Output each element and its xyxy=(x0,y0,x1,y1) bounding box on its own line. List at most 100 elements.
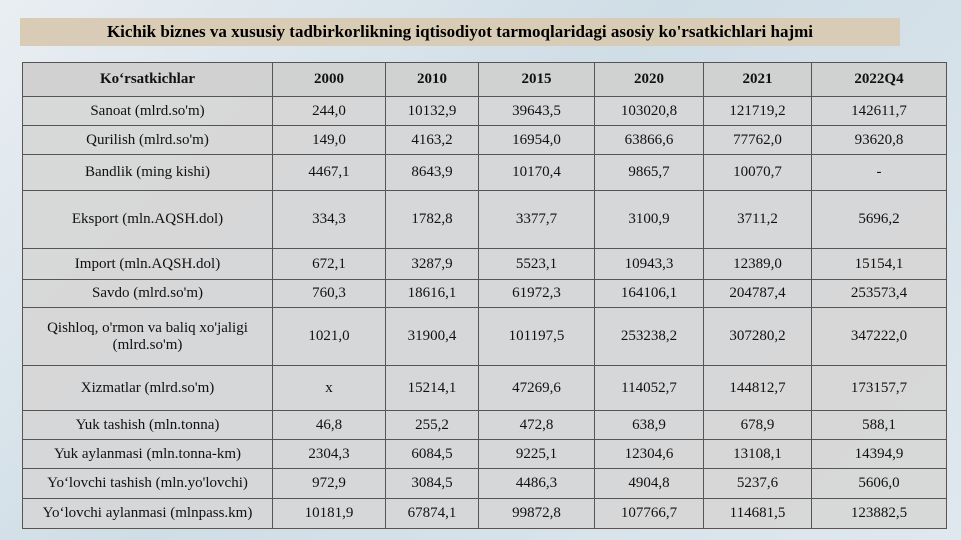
cell: 334,3 xyxy=(272,190,386,249)
row-label: Eksport (mln.AQSH.dol) xyxy=(22,190,273,249)
table-row: Qurilish (mlrd.so'm) 149,0 4163,2 16954,0 63… xyxy=(22,125,947,155)
cell: 9225,1 xyxy=(478,439,595,469)
column-header: 2015 xyxy=(478,62,595,97)
row-label: Yuk tashish (mln.tonna) xyxy=(22,410,273,440)
cell: 204787,4 xyxy=(703,279,812,308)
column-header: 2020 xyxy=(594,62,704,97)
cell: 101197,5 xyxy=(478,307,595,366)
cell: 472,8 xyxy=(478,410,595,440)
cell: 253238,2 xyxy=(594,307,704,366)
cell: 5696,2 xyxy=(811,190,947,249)
cell: 3377,7 xyxy=(478,190,595,249)
cell: 13108,1 xyxy=(703,439,812,469)
cell: 31900,4 xyxy=(385,307,479,366)
cell: 8643,9 xyxy=(385,154,479,191)
row-label: Yo‘lovchi tashish (mln.yo'lovchi) xyxy=(22,468,273,499)
column-header: Ko‘rsatkichlar xyxy=(22,62,273,97)
table-row: Yo‘lovchi aylanmasi (mlnpass.km) 10181,9 6… xyxy=(22,498,947,529)
cell: 63866,6 xyxy=(594,125,704,155)
cell: 253573,4 xyxy=(811,279,947,308)
cell: 67874,1 xyxy=(385,498,479,529)
cell: 173157,7 xyxy=(811,365,947,411)
cell: 107766,7 xyxy=(594,498,704,529)
cell: 672,1 xyxy=(272,248,386,280)
cell: 3711,2 xyxy=(703,190,812,249)
cell: 15154,1 xyxy=(811,248,947,280)
table: Ko‘rsatkichlar 2000 2010 2015 2020 2021 2022Q4… xyxy=(22,62,947,529)
cell: 15214,1 xyxy=(385,365,479,411)
cell: 3100,9 xyxy=(594,190,704,249)
cell: 144812,7 xyxy=(703,365,812,411)
row-label: Sanoat (mlrd.so'm) xyxy=(22,96,273,126)
cell: 4467,1 xyxy=(272,154,386,191)
column-header: 2000 xyxy=(272,62,386,97)
row-label: Xizmatlar (mlrd.so'm) xyxy=(22,365,273,411)
cell: 678,9 xyxy=(703,410,812,440)
cell: 93620,8 xyxy=(811,125,947,155)
table-row: Qishloq, o'rmon va baliq xo'jaligi (mlrd… xyxy=(22,307,947,366)
cell: 99872,8 xyxy=(478,498,595,529)
cell: 3287,9 xyxy=(385,248,479,280)
cell: 10170,4 xyxy=(478,154,595,191)
cell: 255,2 xyxy=(385,410,479,440)
table-row: Yo‘lovchi tashish (mln.yo'lovchi) 972,9 30… xyxy=(22,468,947,499)
cell: 12389,0 xyxy=(703,248,812,280)
cell: 4904,8 xyxy=(594,468,704,499)
cell: 588,1 xyxy=(811,410,947,440)
cell: 103020,8 xyxy=(594,96,704,126)
column-header: 2010 xyxy=(385,62,479,97)
table-row: Savdo (mlrd.so'm) 760,3 18616,1 61972,3 1641… xyxy=(22,279,947,308)
cell: 77762,0 xyxy=(703,125,812,155)
cell: 12304,6 xyxy=(594,439,704,469)
cell: 114052,7 xyxy=(594,365,704,411)
row-label: Qishloq, o'rmon va baliq xo'jaligi (mlrd… xyxy=(22,307,273,366)
cell: 1021,0 xyxy=(272,307,386,366)
cell: 39643,5 xyxy=(478,96,595,126)
cell: 149,0 xyxy=(272,125,386,155)
cell: 14394,9 xyxy=(811,439,947,469)
row-label: Yo‘lovchi aylanmasi (mlnpass.km) xyxy=(22,498,273,529)
cell: 10181,9 xyxy=(272,498,386,529)
table-row: Xizmatlar (mlrd.so'm) x 15214,1 47269,6 1140… xyxy=(22,365,947,411)
cell: 638,9 xyxy=(594,410,704,440)
cell: 47269,6 xyxy=(478,365,595,411)
cell: 5606,0 xyxy=(811,468,947,499)
cell: 6084,5 xyxy=(385,439,479,469)
cell: 142611,7 xyxy=(811,96,947,126)
cell: 972,9 xyxy=(272,468,386,499)
cell: x xyxy=(272,365,386,411)
table-row: Sanoat (mlrd.so'm) 244,0 10132,9 39643,5 103… xyxy=(22,96,947,126)
cell: 114681,5 xyxy=(703,498,812,529)
cell: 4163,2 xyxy=(385,125,479,155)
cell: 123882,5 xyxy=(811,498,947,529)
cell: 244,0 xyxy=(272,96,386,126)
table-row: Eksport (mln.AQSH.dol) 334,3 1782,8 3377,7 3… xyxy=(22,190,947,249)
cell: 4486,3 xyxy=(478,468,595,499)
cell: 760,3 xyxy=(272,279,386,308)
table-row: Yuk tashish (mln.tonna) 46,8 255,2 472,8 638… xyxy=(22,410,947,440)
header-row: Ko‘rsatkichlar 2000 2010 2015 2020 2021 2022Q4 xyxy=(22,62,947,97)
cell: 5523,1 xyxy=(478,248,595,280)
cell: 10132,9 xyxy=(385,96,479,126)
table-row: Yuk aylanmasi (mln.tonna-km) 2304,3 6084,5… xyxy=(22,439,947,469)
cell: 121719,2 xyxy=(703,96,812,126)
table-row: Import (mln.AQSH.dol) 672,1 3287,9 5523,1 10… xyxy=(22,248,947,280)
cell: 5237,6 xyxy=(703,468,812,499)
column-header: 2021 xyxy=(703,62,812,97)
row-label: Yuk aylanmasi (mln.tonna-km) xyxy=(22,439,273,469)
cell: 2304,3 xyxy=(272,439,386,469)
column-header: 2022Q4 xyxy=(811,62,947,97)
table-row: Bandlik (ming kishi) 4467,1 8643,9 10170,4 9… xyxy=(22,154,947,191)
row-label: Import (mln.AQSH.dol) xyxy=(22,248,273,280)
cell: 10070,7 xyxy=(703,154,812,191)
table-body: Sanoat (mlrd.so'm) 244,0 10132,9 39643,5 103… xyxy=(22,96,947,529)
row-label: Bandlik (ming kishi) xyxy=(22,154,273,191)
cell: 3084,5 xyxy=(385,468,479,499)
cell: 18616,1 xyxy=(385,279,479,308)
cell: 164106,1 xyxy=(594,279,704,308)
row-label: Qurilish (mlrd.so'm) xyxy=(22,125,273,155)
cell: 347222,0 xyxy=(811,307,947,366)
row-label: Savdo (mlrd.so'm) xyxy=(22,279,273,308)
cell: 16954,0 xyxy=(478,125,595,155)
